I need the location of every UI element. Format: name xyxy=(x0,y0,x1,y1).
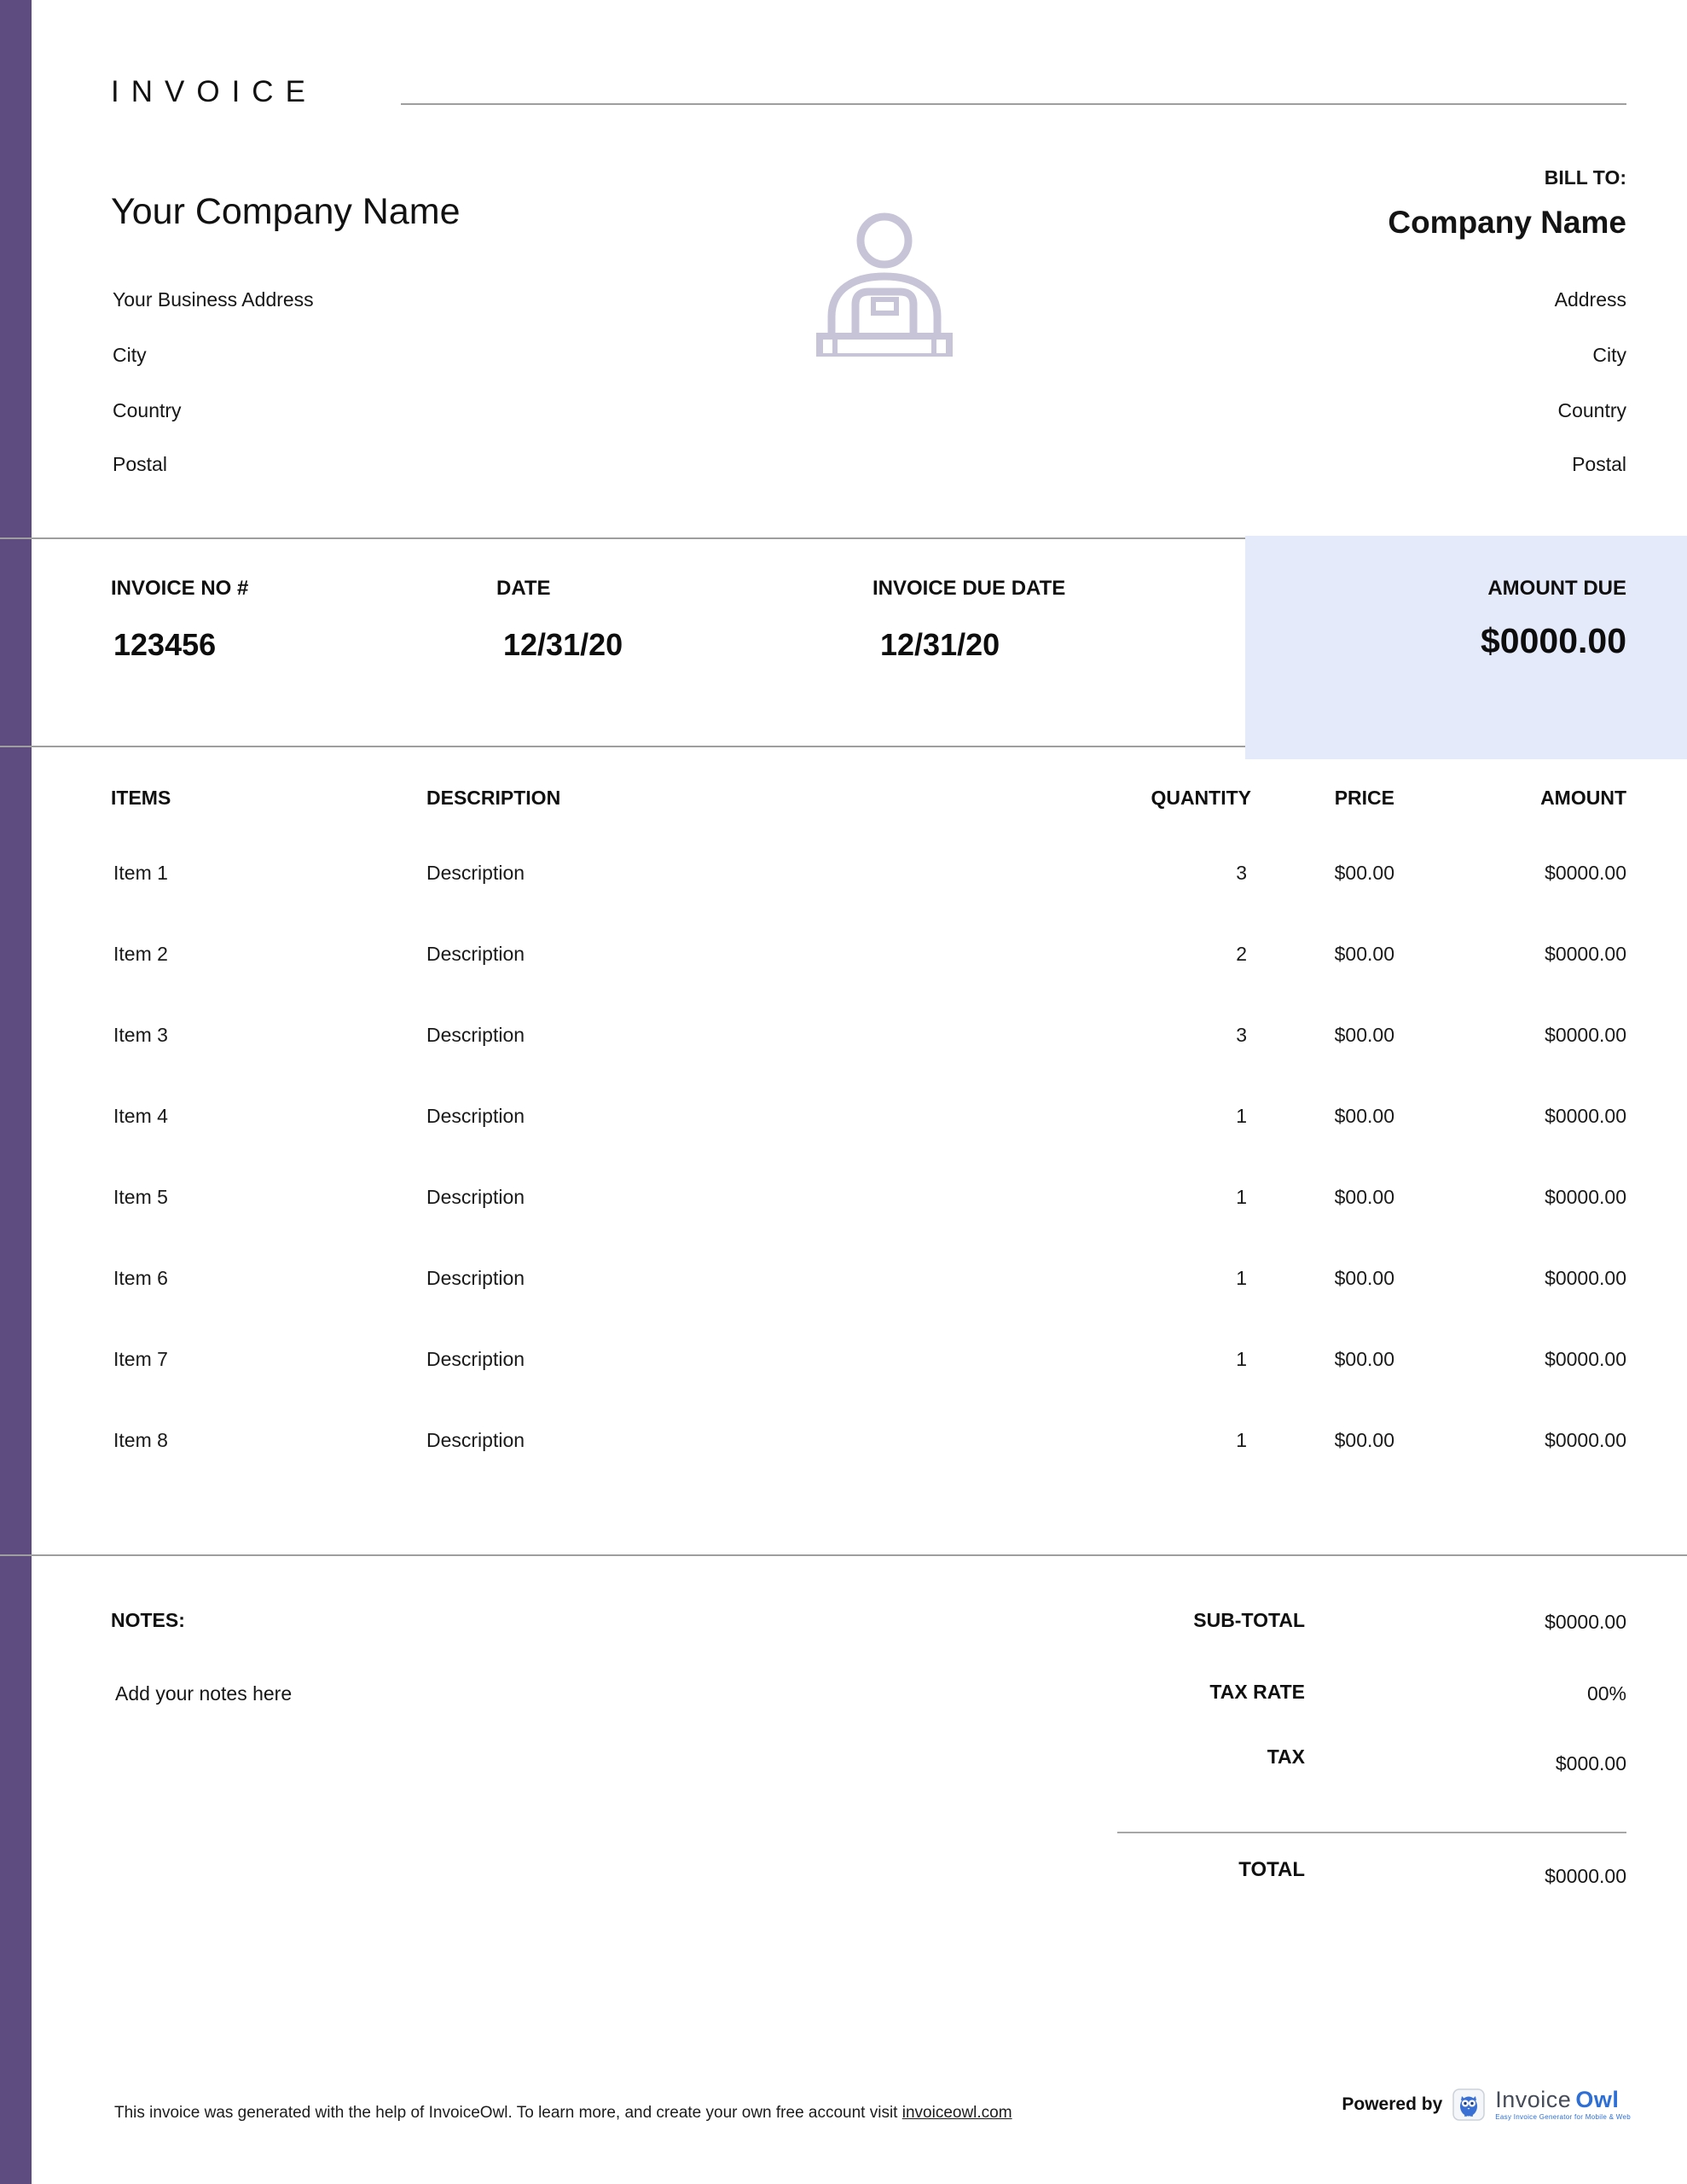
row-amount: $0000.00 xyxy=(1545,1186,1626,1208)
total-rule xyxy=(1117,1832,1626,1833)
tax-rate-value: 00% xyxy=(1586,1682,1626,1705)
column-header-description: DESCRIPTION xyxy=(426,787,561,809)
footer-note-text: This invoice was generated with the help… xyxy=(114,2104,902,2122)
row-item-name: Item 5 xyxy=(113,1186,168,1208)
row-price: $00.00 xyxy=(1334,1429,1394,1451)
row-amount: $0000.00 xyxy=(1545,862,1626,884)
total-value: $0000.00 xyxy=(1545,1865,1626,1887)
row-quantity: 1 xyxy=(1236,1186,1247,1208)
row-price: $00.00 xyxy=(1334,1105,1394,1127)
subtotal-label: SUB-TOTAL xyxy=(1193,1609,1305,1631)
bill-to-company-name: Company Name xyxy=(1388,205,1626,240)
amount-due-value: $0000.00 xyxy=(1480,621,1626,660)
row-amount: $0000.00 xyxy=(1545,1024,1626,1046)
row-price: $00.00 xyxy=(1334,1186,1394,1208)
row-quantity: 1 xyxy=(1236,1105,1247,1127)
row-amount: $0000.00 xyxy=(1545,943,1626,965)
page-title: INVOICE xyxy=(111,75,317,108)
row-description: Description xyxy=(426,1024,525,1046)
row-amount: $0000.00 xyxy=(1545,1105,1626,1127)
row-quantity: 1 xyxy=(1236,1429,1247,1451)
meta-top-rule xyxy=(0,537,1245,539)
row-quantity: 1 xyxy=(1236,1348,1247,1370)
brand-name-owl: Owl xyxy=(1575,2087,1620,2112)
row-quantity: 2 xyxy=(1236,943,1247,965)
meta-bottom-rule xyxy=(0,746,1245,747)
invoice-due-date-value: 12/31/20 xyxy=(880,627,1000,662)
invoice-date-label: DATE xyxy=(496,577,551,600)
row-description: Description xyxy=(426,1429,525,1451)
row-item-name: Item 8 xyxy=(113,1429,168,1451)
row-item-name: Item 2 xyxy=(113,943,168,965)
bill-to-city: City xyxy=(1592,344,1626,366)
seller-city: City xyxy=(113,344,147,366)
column-header-amount: AMOUNT xyxy=(1540,787,1626,809)
row-description: Description xyxy=(426,1186,525,1208)
seller-company-name: Your Company Name xyxy=(111,191,461,232)
row-quantity: 3 xyxy=(1236,862,1247,884)
header-rule xyxy=(401,103,1626,105)
invoice-number-value: 123456 xyxy=(113,627,217,662)
amount-due-label: AMOUNT DUE xyxy=(1487,577,1626,600)
row-item-name: Item 3 xyxy=(113,1024,168,1046)
row-amount: $0000.00 xyxy=(1545,1348,1626,1370)
row-item-name: Item 7 xyxy=(113,1348,168,1370)
row-amount: $0000.00 xyxy=(1545,1267,1626,1289)
row-item-name: Item 1 xyxy=(113,862,168,884)
subtotal-value: $0000.00 xyxy=(1545,1611,1626,1633)
seller-address: Your Business Address xyxy=(113,288,314,311)
row-item-name: Item 6 xyxy=(113,1267,168,1289)
column-header-quantity: QUANTITY xyxy=(1151,787,1251,809)
row-description: Description xyxy=(426,1267,525,1289)
row-price: $00.00 xyxy=(1334,1024,1394,1046)
row-description: Description xyxy=(426,943,525,965)
notes-divider xyxy=(0,1554,1687,1556)
bill-to-address: Address xyxy=(1554,288,1626,311)
column-header-price: PRICE xyxy=(1334,787,1394,809)
row-quantity: 3 xyxy=(1236,1024,1247,1046)
invoice-due-date-label: INVOICE DUE DATE xyxy=(872,577,1066,600)
brand-wordmark: Invoice Owl Easy Invoice Generator for Mo… xyxy=(1495,2088,1631,2121)
person-at-desk-icon xyxy=(816,212,953,357)
powered-by-block: Powered by Invoice Owl Easy Invoice Gener… xyxy=(1342,2088,1631,2121)
notes-label: NOTES: xyxy=(111,1609,185,1631)
bill-to-country: Country xyxy=(1557,399,1626,421)
row-item-name: Item 4 xyxy=(113,1105,168,1127)
footer-note: This invoice was generated with the help… xyxy=(114,2104,1012,2123)
seller-postal: Postal xyxy=(113,453,167,475)
brand-tagline: Easy Invoice Generator for Mobile & Web xyxy=(1495,2113,1631,2121)
row-price: $00.00 xyxy=(1334,1267,1394,1289)
column-header-items: ITEMS xyxy=(111,787,171,809)
owl-logo-icon xyxy=(1452,2088,1486,2121)
amount-due-panel xyxy=(1245,536,1687,759)
total-label: TOTAL xyxy=(1238,1858,1305,1881)
row-description: Description xyxy=(426,1105,525,1127)
row-price: $00.00 xyxy=(1334,862,1394,884)
bill-to-postal: Postal xyxy=(1572,453,1626,475)
accent-sidebar xyxy=(0,0,32,2184)
invoice-date-value: 12/31/20 xyxy=(503,627,623,662)
notes-text: Add your notes here xyxy=(115,1682,293,1705)
brand-name-invoice: Invoice xyxy=(1495,2087,1572,2112)
tax-value: $000.00 xyxy=(1555,1752,1626,1774)
bill-to-label: BILL TO: xyxy=(1544,166,1626,189)
tax-label: TAX xyxy=(1267,1745,1305,1768)
invoiceowl-link[interactable]: invoiceowl.com xyxy=(901,2104,1012,2122)
seller-country: Country xyxy=(113,399,182,421)
row-description: Description xyxy=(426,1348,525,1370)
tax-rate-label: TAX RATE xyxy=(1209,1681,1305,1703)
row-amount: $0000.00 xyxy=(1545,1429,1626,1451)
row-price: $00.00 xyxy=(1334,943,1394,965)
row-price: $00.00 xyxy=(1334,1348,1394,1370)
powered-by-label: Powered by xyxy=(1342,2094,1443,2114)
row-description: Description xyxy=(426,862,525,884)
row-quantity: 1 xyxy=(1236,1267,1247,1289)
invoice-number-label: INVOICE NO # xyxy=(111,577,249,600)
